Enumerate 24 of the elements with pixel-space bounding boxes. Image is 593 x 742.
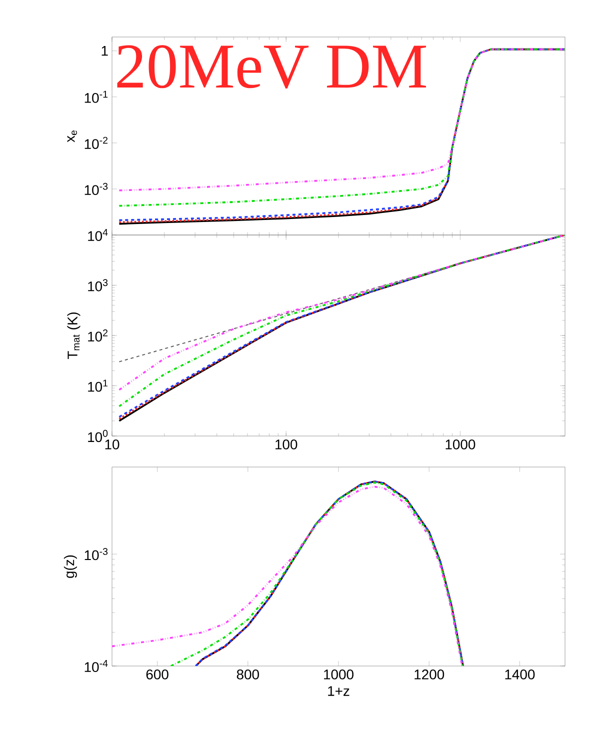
y-axis-title: g(z) [64, 555, 77, 578]
annotation: 20MeV DM [117, 45, 426, 88]
y-tick-label: 10$^{1}$ [88, 380, 108, 392]
y-tick-label: 10$^{-3}$ [84, 182, 108, 196]
x-axis-title: 1+z [328, 686, 350, 696]
x-tick-label: 10 [105, 440, 120, 450]
x-tick-label: 1000 [446, 440, 476, 450]
x-tick-label: 100 [276, 440, 298, 450]
y-axis-title: T$_{mat}$ (K) [67, 312, 80, 360]
y-tick-label: 10$^{-3}$ [84, 548, 108, 560]
x-tick-label: 1400 [505, 670, 535, 680]
y-tick-label: 10$^{4}$ [88, 228, 108, 242]
y-tick-label: 10$^{2}$ [88, 329, 108, 342]
x-tick-label: 600 [146, 670, 168, 680]
y-tick-label: 1 [102, 46, 108, 56]
x-tick-label: 1000 [324, 670, 354, 680]
y-tick-label: 10$^{-1}$ [84, 90, 108, 103]
y-axis-title: x$_{e}$ [67, 130, 77, 142]
x-tick-label: 800 [236, 670, 259, 680]
y-tick-label: 10$^{-4}$ [84, 660, 108, 672]
y-tick-label: 10$^{3}$ [88, 279, 108, 292]
x-tick-label: 1200 [414, 670, 444, 680]
line-series [112, 486, 464, 666]
y-tick-label: 10$^{-2}$ [84, 136, 108, 150]
